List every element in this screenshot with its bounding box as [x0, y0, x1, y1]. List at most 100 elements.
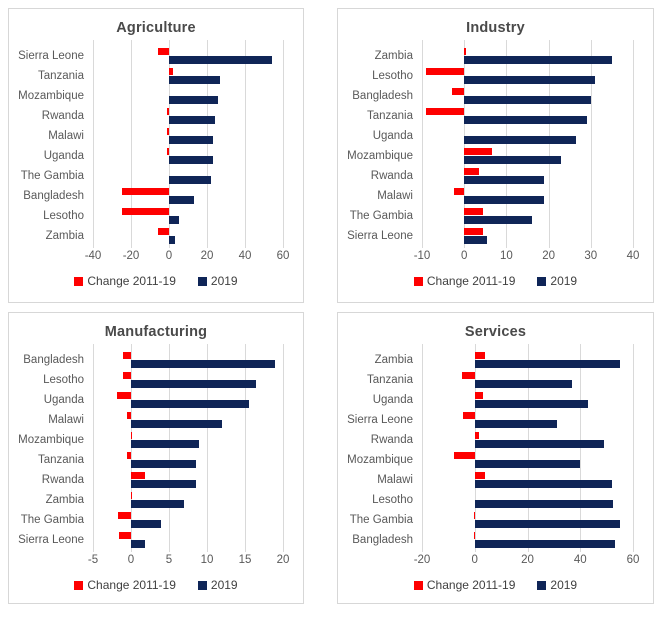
bar-track [422, 126, 633, 146]
tick-label: 20 [276, 554, 290, 566]
bar-change-2011-19 [473, 532, 475, 539]
grid-line [207, 344, 208, 552]
bar-change-2011-19 [123, 372, 131, 379]
grid-line [131, 40, 132, 248]
bar-change-2011-19 [118, 532, 131, 539]
tick-label: 0 [127, 554, 135, 566]
tick-label: 15 [238, 554, 252, 566]
bar-track [422, 530, 633, 550]
bar-track [93, 470, 283, 490]
bar-rows: Sierra Leone Tanzania Mozambique Rwanda Mala… [9, 46, 303, 246]
category-label: Bangladesh [23, 354, 84, 366]
category-row: Uganda [9, 146, 303, 166]
bar-change-2011-19 [474, 432, 479, 439]
category-row: Lesotho [9, 370, 303, 390]
category-row: Tanzania [9, 450, 303, 470]
category-row: Malawi [9, 126, 303, 146]
bar-2019 [474, 460, 581, 468]
bar-2019 [464, 196, 545, 204]
tick-label: 0 [165, 250, 173, 262]
tick-label: 30 [584, 250, 598, 262]
legend-item-change: Change 2011-19 [74, 274, 176, 288]
bar-track [93, 146, 283, 166]
legend-item-2019: 2019 [537, 274, 577, 288]
category-label: Uganda [372, 130, 413, 142]
category-label: Mozambique [347, 454, 413, 466]
chart-panel-industry: Industry Zambia Lesotho Bangladesh Tanzania… [337, 8, 654, 303]
bar-rows: Zambia Tanzania Uganda Sierra Leone Rwanda Mo… [338, 350, 653, 550]
bar-track [422, 390, 633, 410]
bar-track [93, 46, 283, 66]
grid-line [93, 344, 94, 552]
category-label: Bangladesh [23, 190, 84, 202]
axis-tick-row: -40 -20 0 20 40 60 [85, 250, 290, 265]
chart-legend: Change 2011-19 2019 [9, 578, 303, 592]
legend-label-change: Change 2011-19 [426, 274, 516, 288]
bar-track [93, 390, 283, 410]
bar-2019 [464, 56, 612, 64]
category-label: The Gambia [349, 514, 413, 526]
chart-legend: Change 2011-19 2019 [338, 578, 653, 592]
category-row: Zambia [338, 46, 653, 66]
grid-line [590, 40, 592, 248]
bar-2019 [131, 380, 257, 388]
bar-track [422, 86, 633, 106]
bar-change-2011-19 [121, 208, 169, 215]
bar-2019 [464, 156, 562, 164]
bar-2019 [169, 116, 215, 124]
category-label: Mozambique [347, 150, 413, 162]
bar-change-2011-19 [167, 128, 169, 135]
grid-line [93, 40, 94, 248]
bar-2019 [169, 176, 211, 184]
bar-track [93, 186, 283, 206]
category-label: Malawi [48, 414, 84, 426]
bar-track [422, 46, 633, 66]
category-label: Rwanda [370, 434, 413, 446]
legend-swatch-change-icon [74, 580, 84, 590]
axis-tick-row: -20 0 20 40 60 [414, 554, 640, 569]
grid-line [580, 344, 582, 552]
tick-label: -10 [413, 250, 431, 262]
tick-label: -20 [122, 250, 140, 262]
bar-track [422, 186, 633, 206]
category-row: Rwanda [338, 430, 653, 450]
bar-track [93, 66, 283, 86]
bar-track [422, 106, 633, 126]
category-row: Uganda [338, 390, 653, 410]
bar-2019 [131, 360, 276, 368]
category-label: Bangladesh [352, 534, 413, 546]
bar-2019 [474, 540, 615, 548]
bar-2019 [464, 216, 532, 224]
legend-item-2019: 2019 [197, 274, 238, 288]
category-row: Bangladesh [338, 86, 653, 106]
bar-change-2011-19 [464, 48, 467, 55]
bar-2019 [131, 480, 196, 488]
category-row: Sierra Leone [338, 410, 653, 430]
bar-change-2011-19 [474, 472, 486, 479]
category-row: Rwanda [9, 106, 303, 126]
bar-track [422, 510, 633, 530]
bar-change-2011-19 [464, 228, 484, 235]
bar-track [422, 470, 633, 490]
bar-change-2011-19 [464, 168, 479, 175]
bar-track [422, 226, 633, 246]
tick-label: 20 [200, 250, 214, 262]
bar-track [93, 206, 283, 226]
category-row: Malawi [338, 470, 653, 490]
grid-line [548, 40, 550, 248]
plot-area: Zambia Lesotho Bangladesh Tanzania Uganda Moz… [338, 40, 653, 248]
bar-2019 [169, 156, 213, 164]
grid-line [506, 40, 508, 248]
bar-change-2011-19 [169, 68, 173, 75]
category-label: Uganda [43, 150, 84, 162]
bar-change-2011-19 [473, 512, 475, 519]
bar-track [93, 350, 283, 370]
bar-2019 [474, 400, 589, 408]
category-row: The Gambia [9, 510, 303, 530]
category-row: Lesotho [9, 206, 303, 226]
category-label: Tanzania [366, 374, 413, 386]
legend-label-change: Change 2011-19 [87, 578, 176, 592]
grid-line [207, 40, 208, 248]
category-label: Zambia [374, 354, 413, 366]
